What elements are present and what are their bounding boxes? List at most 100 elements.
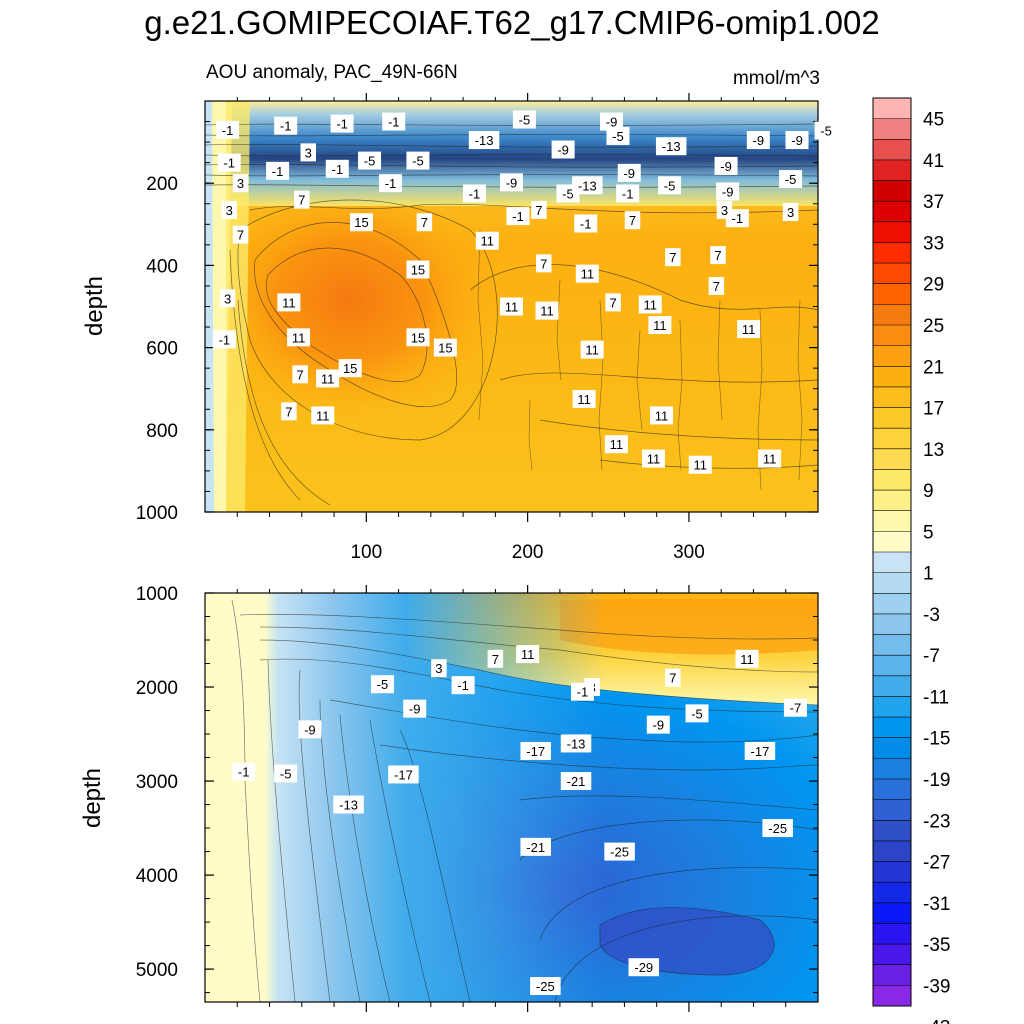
y-tick-label: 1000 bbox=[136, 503, 178, 524]
contour-label-box bbox=[536, 254, 552, 273]
contour-label: -5 bbox=[658, 176, 682, 195]
colorbar-swatch bbox=[873, 696, 911, 718]
contour-label-box bbox=[560, 772, 592, 791]
y-tick-label: 5000 bbox=[136, 960, 178, 981]
y-tick-label: 1000 bbox=[136, 584, 178, 605]
colorbar-swatch bbox=[873, 902, 911, 924]
contour-label-text: -1 bbox=[219, 332, 231, 347]
contour-label-box bbox=[708, 276, 725, 295]
contour-label-box bbox=[475, 231, 499, 250]
contour-label-text: 3 bbox=[226, 203, 233, 218]
contour-label-text: -5 bbox=[364, 154, 376, 169]
contour-label-text: -13 bbox=[475, 133, 494, 148]
contour-label-text: 15 bbox=[411, 330, 425, 345]
colorbar-swatch bbox=[873, 386, 911, 409]
contour-label-text: -1 bbox=[238, 765, 250, 780]
contour-label: 3 bbox=[431, 659, 447, 678]
contour-label-text: -25 bbox=[768, 821, 787, 836]
contour-label: 3 bbox=[300, 143, 316, 162]
contour-label-text: 7 bbox=[713, 279, 720, 294]
contour-label: 3 bbox=[782, 202, 799, 221]
contour-label: -1 bbox=[570, 682, 594, 701]
contour-label-text: -13 bbox=[662, 139, 681, 154]
colorbar-swatch bbox=[873, 634, 911, 656]
contour-label-box bbox=[737, 320, 761, 339]
contour-label-text: -1 bbox=[280, 119, 292, 134]
contour-label-text: 7 bbox=[535, 203, 542, 218]
contour-label-text: 11 bbox=[292, 330, 306, 345]
contour-label: -9 bbox=[646, 715, 670, 734]
contour-label-box bbox=[406, 260, 430, 279]
contour-label-box bbox=[219, 289, 236, 308]
contour-label: 11 bbox=[688, 455, 712, 474]
contour-label: -9 bbox=[500, 173, 523, 192]
contour-label: -29 bbox=[628, 958, 660, 977]
contour-label: -5 bbox=[814, 121, 838, 140]
contour-label-text: -21 bbox=[526, 840, 545, 855]
contour-label: 3 bbox=[219, 289, 236, 308]
contour-label-box bbox=[617, 163, 641, 182]
contour-label-box bbox=[388, 765, 419, 784]
contour-label: -9 bbox=[403, 699, 427, 718]
contour-label: 7 bbox=[708, 276, 725, 295]
colorbar-swatch bbox=[873, 159, 911, 182]
contour-label: 7 bbox=[294, 190, 310, 209]
contour-label-text: -5 bbox=[377, 677, 389, 692]
contour-label: 7 bbox=[292, 365, 308, 384]
contour-label: -9 bbox=[746, 131, 770, 150]
contour-label-box bbox=[330, 114, 354, 133]
contour-label: -1 bbox=[212, 330, 236, 349]
contour-label: 11 bbox=[575, 264, 599, 283]
colorbar-tick-label: -31 bbox=[923, 894, 950, 915]
colorbar-swatch bbox=[873, 180, 911, 202]
contour-label: -5 bbox=[606, 126, 630, 145]
colorbar-swatch bbox=[873, 510, 911, 532]
contour-label: -9 bbox=[617, 163, 641, 182]
y-tick-label: 800 bbox=[146, 421, 178, 442]
contour-label-box bbox=[783, 698, 807, 717]
contour-label-box bbox=[416, 213, 433, 232]
colorbar-swatch bbox=[873, 820, 911, 842]
contour-label-text: -1 bbox=[331, 162, 343, 177]
colorbar-swatch bbox=[873, 799, 911, 821]
x-tick-label: 100 bbox=[350, 542, 382, 563]
contour-label-text: -1 bbox=[222, 123, 234, 138]
plot-subtitle: AOU anomaly, PAC_49N-66N bbox=[206, 62, 458, 83]
contour-label-box bbox=[358, 151, 382, 170]
contour-label-text: -5 bbox=[412, 154, 424, 169]
contour-label-box bbox=[685, 704, 709, 723]
contour-label-box bbox=[266, 161, 290, 180]
colorbar-swatch bbox=[873, 593, 911, 615]
colorbar-swatch bbox=[873, 552, 911, 574]
contour-label-text: -1 bbox=[385, 176, 397, 191]
axes-layer: 200 400 600 800 1000 100 200 300 1000 2000 3000 400… bbox=[136, 93, 818, 1012]
contour-label-box bbox=[658, 176, 682, 195]
contour-label-text: -25 bbox=[536, 979, 555, 994]
contour-label-text: 11 bbox=[740, 652, 754, 667]
contour-label-text: 7 bbox=[298, 193, 305, 208]
contour-label-text: 11 bbox=[647, 452, 661, 467]
contour-label-text: -1 bbox=[457, 678, 469, 693]
contour-label: -1 bbox=[216, 120, 240, 139]
contour-label: 11 bbox=[572, 389, 596, 408]
contour-label-box bbox=[294, 190, 310, 209]
contour-label-box bbox=[688, 455, 712, 474]
contour-label: 11 bbox=[287, 328, 311, 347]
contour-label-box bbox=[500, 297, 523, 316]
contour-label: 15 bbox=[406, 260, 430, 279]
colorbar-tick-label: 13 bbox=[923, 440, 944, 461]
contour-label-text: 11 bbox=[505, 300, 519, 315]
contour-label-box bbox=[604, 842, 635, 861]
contour-label-text: -9 bbox=[720, 159, 732, 174]
contour-label-text: -1 bbox=[223, 156, 235, 171]
contour-label-box bbox=[520, 837, 551, 856]
contour-label-text: 11 bbox=[653, 318, 667, 333]
contour-label-box bbox=[274, 116, 298, 135]
contour-label-text: 11 bbox=[577, 392, 591, 407]
contour-label-text: 7 bbox=[492, 652, 499, 667]
contour-label: 11 bbox=[737, 320, 761, 339]
colorbar-tick-label: 41 bbox=[923, 151, 944, 172]
colorbar-tick-label: -27 bbox=[923, 853, 950, 874]
contour-label-box bbox=[530, 977, 561, 996]
contour-label-text: -1 bbox=[272, 164, 284, 179]
